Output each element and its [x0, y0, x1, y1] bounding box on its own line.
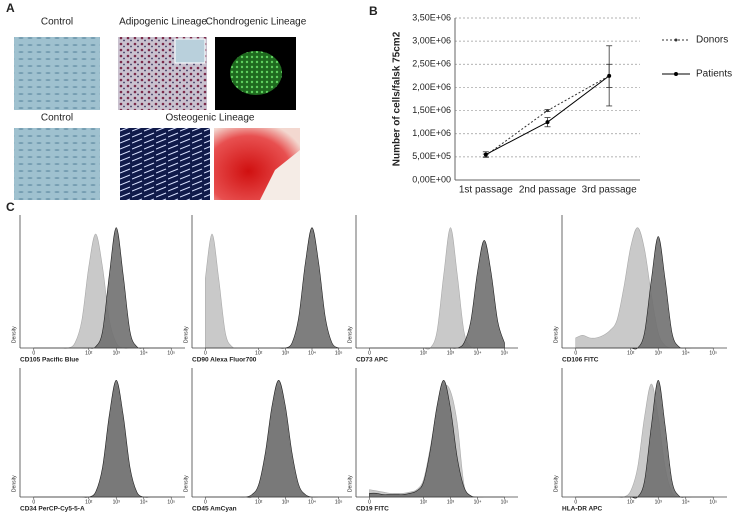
x-tick-label: 10² [627, 350, 635, 356]
y-axis-label: Density [183, 326, 189, 343]
data-point [546, 109, 549, 113]
micrograph [14, 128, 100, 200]
x-tick-label: 10² [255, 499, 263, 505]
x-tick-label: 10³ [282, 499, 290, 505]
x-tick-label: 10⁴ [682, 350, 690, 356]
panel-label: B [369, 4, 378, 18]
image-caption: Control [41, 113, 73, 124]
panel-label: C [6, 200, 15, 214]
micrograph-inset [174, 38, 206, 64]
image-caption: Chondrogenic Lineage [206, 17, 307, 28]
legend-marker [674, 72, 678, 76]
x-tick-label: 2nd passage [519, 185, 577, 196]
histogram-area [205, 379, 339, 498]
y-axis-label: Density [11, 326, 17, 343]
x-tick-label: 10² [420, 350, 428, 356]
x-axis-label: CD34 PerCP-Cy5-5-A [20, 506, 85, 513]
x-tick-label: 10⁴ [308, 499, 316, 505]
x-tick-label: 10³ [655, 499, 663, 505]
y-tick-label: 1,50E+06 [412, 105, 451, 115]
x-tick-label: 0 [574, 350, 577, 356]
y-tick-label: 1,00E+06 [412, 128, 451, 138]
x-tick-label: 10² [85, 499, 93, 505]
y-axis-label: Density [183, 475, 189, 492]
legend-marker [674, 38, 678, 42]
y-tick-label: 5,00E+05 [412, 151, 451, 161]
y-axis-label: Density [11, 475, 17, 492]
series-line [485, 75, 610, 156]
x-axis-label: CD19 FITC [356, 506, 389, 513]
y-tick-label: 2,50E+06 [412, 59, 451, 69]
x-tick-label: 10³ [282, 350, 290, 356]
image-caption: Adipogenic Lineage [119, 17, 207, 28]
y-axis-label: Number of cells/falsk 75cm2 [392, 31, 403, 166]
x-tick-label: 0 [368, 499, 371, 505]
x-tick-label: 3rd passage [582, 185, 637, 196]
x-tick-label: 0 [368, 350, 371, 356]
x-tick-label: 10³ [655, 350, 663, 356]
x-tick-label: 10² [420, 499, 428, 505]
x-tick-label: 0 [204, 350, 207, 356]
legend-label: Patients [696, 69, 732, 80]
panel-label: A [6, 1, 15, 15]
y-tick-label: 0,00E+00 [412, 174, 451, 184]
x-tick-label: 10⁵ [167, 499, 175, 505]
x-tick-label: 10⁵ [335, 350, 343, 356]
data-point [545, 120, 550, 125]
x-tick-label: 10⁵ [501, 499, 509, 505]
image-caption: Osteogenic Lineage [166, 113, 255, 124]
y-axis-label: Density [347, 326, 353, 343]
x-axis-label: CD106 FITC [562, 357, 599, 364]
x-tick-label: 10³ [447, 499, 455, 505]
x-tick-label: 10⁴ [140, 350, 148, 356]
y-tick-label: 3,00E+06 [412, 36, 451, 46]
x-tick-label: 10⁵ [501, 350, 509, 356]
x-tick-label: 10³ [113, 499, 121, 505]
x-tick-label: 1st passage [459, 185, 513, 196]
image-caption: Control [41, 17, 73, 28]
micrograph [14, 37, 100, 110]
y-axis-label: Density [553, 475, 559, 492]
x-axis-label: CD45 AmCyan [192, 506, 237, 513]
x-tick-label: 0 [574, 499, 577, 505]
x-tick-label: 10⁵ [167, 350, 175, 356]
data-point [483, 152, 488, 157]
y-axis-label: Density [347, 475, 353, 492]
x-tick-label: 0 [32, 350, 35, 356]
y-axis-label: Density [553, 326, 559, 343]
histogram-area [575, 227, 714, 349]
x-tick-label: 10⁴ [474, 350, 482, 356]
x-tick-label: 0 [32, 499, 35, 505]
y-tick-label: 2,00E+06 [412, 82, 451, 92]
x-tick-label: 10⁵ [709, 499, 717, 505]
micrograph-pellet [230, 51, 282, 95]
x-tick-label: 10³ [113, 350, 121, 356]
histogram-area [33, 379, 172, 498]
x-tick-label: 10⁴ [682, 499, 690, 505]
x-axis-label: CD90 Alexa Fluor700 [192, 357, 257, 364]
x-tick-label: 10⁵ [335, 499, 343, 505]
histogram-area [369, 379, 505, 498]
x-axis-label: HLA-DR APC [562, 506, 603, 513]
data-point [607, 73, 612, 78]
legend-label: Donors [696, 35, 728, 46]
x-tick-label: 10⁴ [308, 350, 316, 356]
x-tick-label: 0 [204, 499, 207, 505]
y-tick-label: 3,50E+06 [412, 12, 451, 22]
x-tick-label: 10² [255, 350, 263, 356]
x-tick-label: 10² [627, 499, 635, 505]
x-tick-label: 10⁴ [474, 499, 482, 505]
x-axis-label: CD105 Pacific Blue [20, 357, 79, 364]
x-axis-label: CD73 APC [356, 357, 388, 364]
histogram-area [205, 227, 340, 349]
micrograph-detail [260, 150, 300, 200]
x-tick-label: 10³ [447, 350, 455, 356]
x-tick-label: 10² [85, 350, 93, 356]
x-tick-label: 10⁵ [709, 350, 717, 356]
micrograph [120, 128, 210, 200]
x-tick-label: 10⁴ [140, 499, 148, 505]
